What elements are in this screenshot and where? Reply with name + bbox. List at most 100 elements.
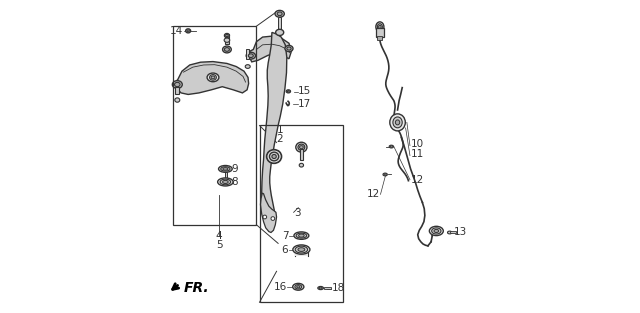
Ellipse shape [223,46,231,53]
Text: 8: 8 [231,177,237,187]
Ellipse shape [295,285,301,289]
Ellipse shape [272,155,276,158]
Ellipse shape [432,228,441,234]
Ellipse shape [175,82,180,87]
Polygon shape [260,193,276,233]
Text: 14: 14 [170,26,184,36]
Ellipse shape [207,73,219,82]
Ellipse shape [226,34,228,37]
Ellipse shape [218,166,232,172]
Bar [450,231,456,233]
Bar [259,126,343,302]
Bar [378,36,382,40]
Ellipse shape [299,234,304,237]
Ellipse shape [276,29,284,35]
Text: 18: 18 [332,283,345,293]
Text: 4: 4 [216,231,223,241]
Ellipse shape [379,25,381,28]
Text: 6: 6 [282,244,289,254]
Ellipse shape [378,24,382,30]
Text: 17: 17 [298,99,312,109]
Bar [278,17,281,29]
Text: 12: 12 [411,175,424,185]
Text: 3: 3 [294,208,301,218]
Ellipse shape [221,167,230,171]
Bar [175,87,179,95]
Ellipse shape [376,22,384,32]
Ellipse shape [393,117,402,128]
Polygon shape [175,62,249,95]
Ellipse shape [277,12,282,16]
Ellipse shape [245,65,250,69]
Circle shape [271,217,275,220]
Ellipse shape [294,232,309,239]
Ellipse shape [223,168,228,170]
Ellipse shape [223,180,228,183]
Ellipse shape [187,30,189,32]
Polygon shape [262,33,287,231]
Ellipse shape [384,174,386,175]
Text: 15: 15 [298,86,312,96]
Ellipse shape [285,45,293,52]
Ellipse shape [246,52,255,59]
Ellipse shape [220,179,230,185]
Bar [324,287,331,289]
Ellipse shape [186,29,191,33]
Ellipse shape [296,233,307,238]
Bar [225,171,227,177]
Ellipse shape [298,248,305,251]
Text: 11: 11 [411,149,424,159]
Text: 9: 9 [231,164,237,174]
Text: 13: 13 [454,227,467,237]
Ellipse shape [224,38,230,42]
Ellipse shape [218,178,233,186]
Ellipse shape [319,287,322,289]
Ellipse shape [225,33,229,38]
Ellipse shape [389,145,394,148]
Ellipse shape [318,286,323,290]
Bar [300,149,303,160]
Ellipse shape [275,10,284,17]
Ellipse shape [293,245,310,254]
Ellipse shape [292,283,304,290]
Ellipse shape [209,74,216,80]
Text: 1: 1 [276,125,283,135]
Ellipse shape [429,226,444,236]
Bar [376,28,383,37]
Ellipse shape [390,114,405,131]
Ellipse shape [267,150,282,163]
Text: 12: 12 [367,189,380,199]
Text: 7: 7 [282,231,289,241]
Ellipse shape [287,47,291,50]
Ellipse shape [396,120,400,125]
Ellipse shape [296,142,307,152]
Ellipse shape [287,90,289,92]
Text: 16: 16 [273,282,287,292]
Ellipse shape [225,48,229,51]
Bar [173,26,257,225]
Bar [294,250,308,256]
Text: FR.: FR. [184,281,209,295]
Ellipse shape [383,173,387,176]
Text: 2: 2 [276,135,283,144]
Ellipse shape [248,54,253,58]
Ellipse shape [300,146,303,149]
Ellipse shape [298,144,305,150]
Ellipse shape [211,76,215,79]
Ellipse shape [297,286,300,288]
Ellipse shape [447,231,452,234]
Ellipse shape [390,146,392,147]
Text: 10: 10 [411,139,424,149]
Ellipse shape [295,246,308,253]
Text: 5: 5 [216,240,223,250]
Ellipse shape [300,163,303,167]
Circle shape [263,215,267,219]
Ellipse shape [172,81,182,88]
Ellipse shape [286,90,291,93]
Ellipse shape [434,229,438,233]
Ellipse shape [269,152,279,161]
Bar [246,49,249,59]
Polygon shape [249,36,291,62]
Bar [225,34,229,44]
Ellipse shape [175,98,180,102]
